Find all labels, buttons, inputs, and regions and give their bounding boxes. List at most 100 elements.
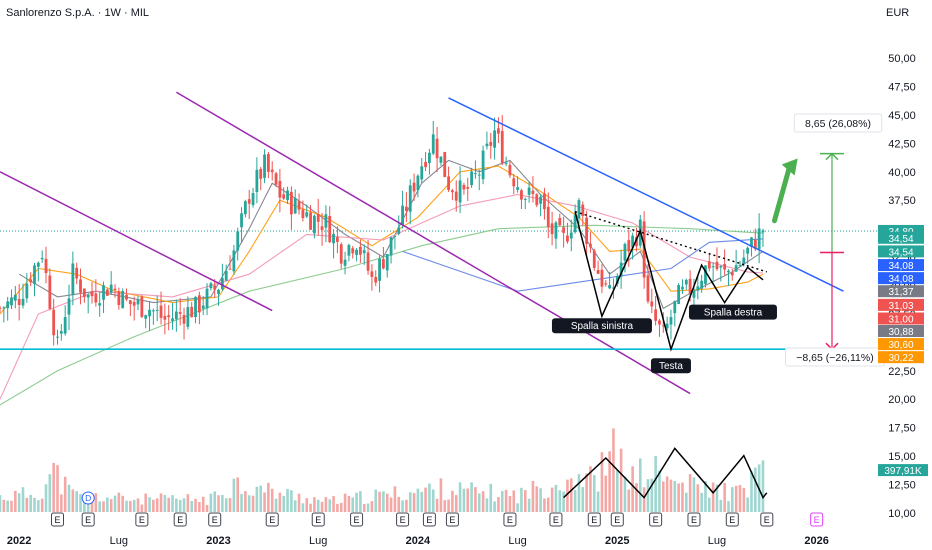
volume-bar bbox=[370, 501, 374, 512]
volume-bar bbox=[274, 498, 278, 512]
volume-bar bbox=[462, 488, 466, 512]
neckline bbox=[574, 210, 768, 273]
earnings-box bbox=[649, 512, 663, 527]
candle-body bbox=[585, 217, 589, 244]
candle-body bbox=[33, 265, 36, 284]
channel-trendline bbox=[0, 171, 273, 312]
candle-body bbox=[190, 306, 194, 318]
earnings-box bbox=[445, 512, 459, 527]
volume-bar bbox=[420, 491, 424, 512]
volume-bar bbox=[738, 485, 742, 512]
volume-bar bbox=[558, 490, 562, 512]
candle-body bbox=[378, 258, 381, 281]
earnings-letter: E bbox=[315, 515, 321, 525]
candle-body bbox=[224, 270, 228, 281]
moving-average-line bbox=[0, 224, 764, 406]
candle-body bbox=[665, 323, 669, 329]
volume-bar bbox=[247, 495, 251, 512]
y-tick-label: 40,00 bbox=[888, 167, 916, 179]
candle-body bbox=[128, 300, 132, 305]
volume-bar bbox=[539, 488, 542, 512]
y-tick-label: 50,00 bbox=[888, 53, 916, 65]
candle-body bbox=[646, 275, 650, 302]
volume-bar bbox=[635, 483, 638, 512]
volume-bar bbox=[477, 493, 481, 512]
earnings-letter: E bbox=[653, 515, 659, 525]
volume-bar bbox=[385, 493, 389, 512]
candle-body bbox=[604, 283, 608, 285]
candle-body bbox=[339, 244, 343, 264]
candle-body bbox=[56, 336, 59, 338]
volume-bar bbox=[109, 499, 113, 512]
volume-bar bbox=[481, 491, 485, 512]
volume-bar bbox=[523, 490, 527, 512]
candle-body bbox=[155, 309, 159, 311]
candle-body bbox=[458, 180, 462, 203]
volume-bar bbox=[213, 491, 217, 512]
volume-bar bbox=[324, 497, 328, 512]
candle-body bbox=[489, 141, 493, 146]
candle-body bbox=[209, 283, 213, 289]
y-tick-label: 37,50 bbox=[888, 195, 916, 207]
volume-bar bbox=[684, 492, 688, 512]
volume-bar bbox=[708, 497, 711, 512]
candle-body bbox=[220, 278, 224, 290]
volume-bar bbox=[688, 474, 692, 512]
volume-bar bbox=[190, 501, 194, 512]
annotation-box bbox=[688, 304, 777, 320]
candle-body bbox=[753, 239, 757, 250]
candle-body bbox=[328, 216, 332, 243]
candle-body bbox=[531, 190, 535, 195]
candle-body bbox=[504, 162, 508, 164]
candle-body bbox=[673, 301, 677, 314]
volume-bar bbox=[378, 491, 381, 512]
volume-bar bbox=[106, 497, 109, 512]
volume-badge-bg bbox=[878, 464, 928, 477]
candle-body bbox=[623, 244, 627, 261]
candle-body bbox=[550, 223, 554, 235]
target-up-label-box bbox=[793, 113, 883, 133]
candle-body bbox=[401, 205, 404, 225]
candle-body bbox=[140, 296, 144, 317]
upcoming-earnings-marker: E bbox=[810, 512, 824, 527]
volume-bar bbox=[221, 494, 224, 512]
candle-body bbox=[282, 194, 286, 199]
volume-bar bbox=[175, 498, 178, 512]
candle-body bbox=[178, 312, 182, 314]
volume-bar bbox=[320, 501, 324, 512]
volume-bar bbox=[608, 451, 611, 512]
earnings-marker: E bbox=[760, 512, 774, 527]
candle-body bbox=[435, 138, 439, 159]
volume-bar bbox=[401, 500, 404, 512]
y-tick-label: 10,00 bbox=[888, 508, 916, 520]
x-tick-label: Lug bbox=[508, 535, 526, 547]
annotation-label: Testa bbox=[659, 361, 683, 372]
price-axis-badge: 31,03 bbox=[878, 298, 924, 312]
candle-body bbox=[113, 288, 117, 290]
volume-bar bbox=[313, 497, 316, 512]
candle-body bbox=[266, 153, 270, 172]
volume-bar bbox=[638, 458, 642, 512]
candle-body bbox=[374, 276, 378, 283]
candle-body bbox=[631, 235, 635, 248]
volume-bar bbox=[33, 497, 36, 512]
candle-body bbox=[493, 130, 496, 148]
candle-body bbox=[470, 171, 473, 186]
candle-body bbox=[289, 191, 293, 215]
volume-bar bbox=[424, 487, 427, 512]
volume-bar bbox=[393, 486, 397, 512]
earnings-box bbox=[503, 512, 517, 527]
candle-body bbox=[109, 284, 113, 293]
candle-body bbox=[592, 250, 596, 268]
earnings-box bbox=[422, 512, 436, 527]
symbol-title[interactable]: Sanlorenzo S.p.A. · 1W · MIL bbox=[6, 7, 150, 19]
candle-body bbox=[136, 299, 140, 305]
candle-body bbox=[527, 187, 531, 195]
candle-body bbox=[454, 191, 458, 201]
volume-bar bbox=[573, 489, 577, 512]
candle-body bbox=[416, 175, 420, 191]
earnings-marker: E bbox=[687, 512, 701, 527]
volume-bar bbox=[731, 487, 734, 512]
volume-bar bbox=[336, 503, 339, 512]
